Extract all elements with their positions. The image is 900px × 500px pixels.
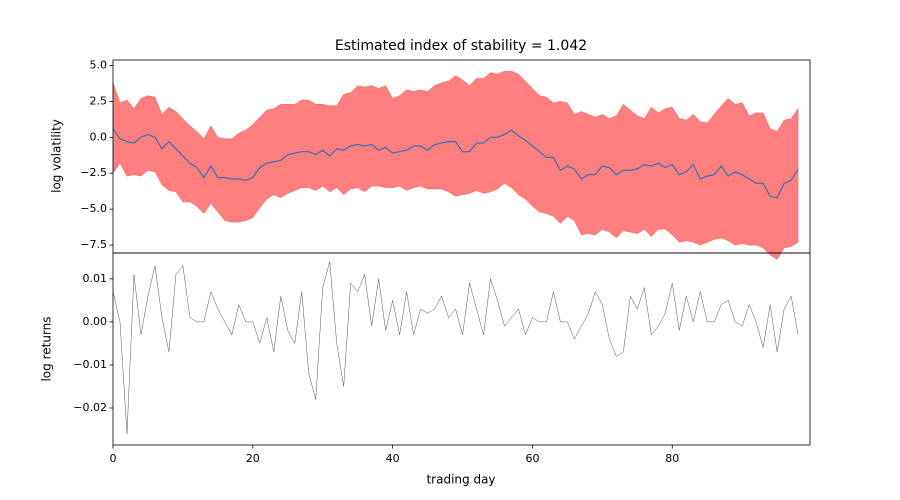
y-axis-label: log returns [40,316,54,381]
y-tick-label: −7.5 [80,238,107,251]
data-line [112,261,799,434]
y-tick-label: 0.01 [83,272,108,285]
y-tick-label: −5.0 [80,202,107,215]
x-tick-label: 0 [110,452,117,465]
x-tick-label: 20 [246,452,260,465]
x-tick-label: 60 [525,452,539,465]
confidence-band [112,70,799,260]
axes-frame [112,252,811,446]
y-tick-label: 0.00 [83,315,108,328]
data-line [112,128,799,199]
y-tick-label: −0.02 [73,401,107,414]
x-tick-label: 40 [386,452,400,465]
y-tick-label: 0.0 [90,130,108,143]
y-axis-label: log volatility [50,119,64,193]
y-tick-label: 2.5 [90,94,108,107]
x-axis-label: trading day [426,473,495,487]
chart-title: Estimated index of stability = 1.042 [335,38,587,54]
y-tick-label: 5.0 [90,58,108,71]
y-tick-label: −0.01 [73,358,107,371]
x-tick-label: 80 [665,452,679,465]
y-tick-label: −2.5 [80,166,107,179]
